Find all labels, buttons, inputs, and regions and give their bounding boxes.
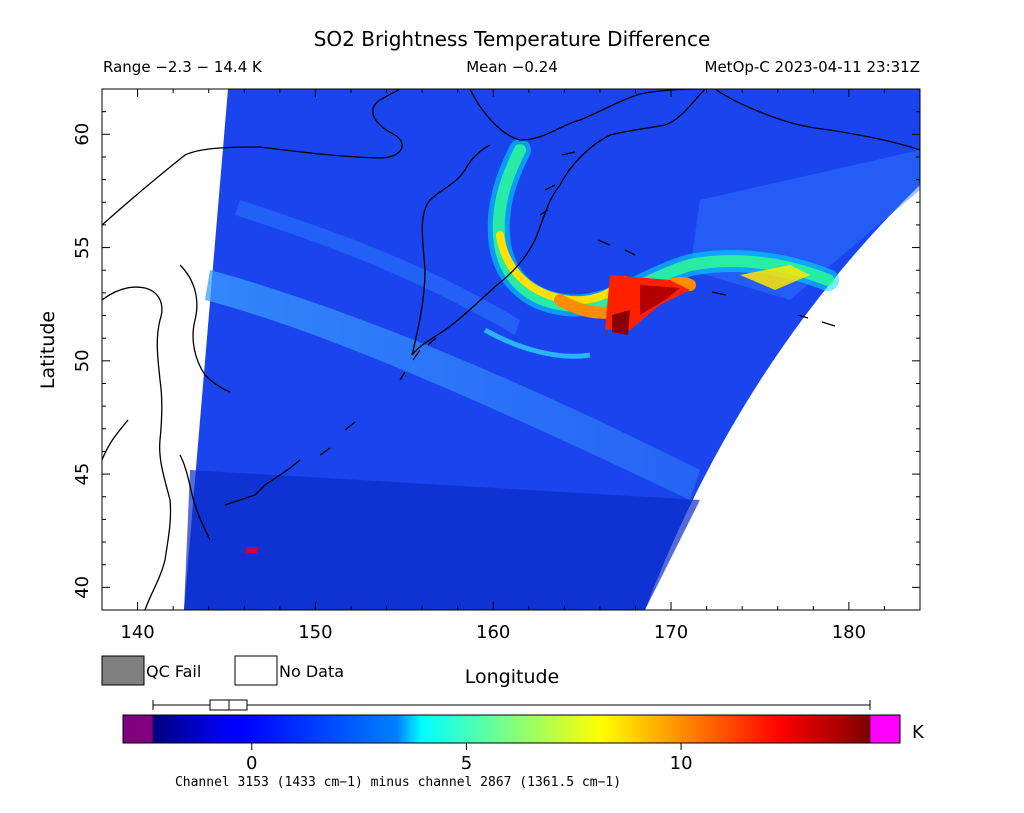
colorbar-caption: Channel 3153 (1433 cm−1) minus channel 2… bbox=[175, 775, 621, 790]
chart-title: SO2 Brightness Temperature Difference bbox=[314, 27, 711, 51]
map-plot-area bbox=[102, 89, 920, 610]
colorbar-under-swatch bbox=[122, 714, 154, 744]
range-text: Range −2.3 − 14.4 K bbox=[103, 58, 263, 76]
colorbar-ticks: 0 5 10 bbox=[246, 743, 693, 774]
x-tick-label: 140 bbox=[120, 622, 154, 643]
satellite-time-text: MetOp-C 2023-04-11 23:31Z bbox=[705, 58, 920, 76]
colorbar: 0 5 10 K Channel 3153 (1433 cm−1) minus ch… bbox=[122, 699, 925, 790]
satellite-swath bbox=[184, 89, 920, 610]
colorbar-unit: K bbox=[912, 722, 925, 743]
qc-fail-swatch bbox=[101, 655, 145, 686]
scan-band-light bbox=[205, 270, 700, 500]
plot-frame bbox=[101, 88, 921, 611]
x-tick-label: 170 bbox=[654, 622, 688, 643]
no-data-swatch bbox=[234, 655, 278, 686]
kuril-islands-north bbox=[399, 337, 437, 381]
y-tick-label: 45 bbox=[72, 463, 93, 486]
colorbar-gradient bbox=[153, 715, 870, 743]
coastline-kamchatka-west bbox=[411, 144, 491, 356]
aleutian-islands bbox=[597, 239, 836, 327]
y-axis-ticks: 40 45 50 55 60 bbox=[72, 111, 920, 599]
plume-east-yellow bbox=[740, 265, 810, 290]
coastline-magadan bbox=[469, 89, 701, 141]
coastline-chukotka bbox=[714, 89, 920, 151]
x-tick-label: 150 bbox=[298, 622, 332, 643]
coastline-hokkaido bbox=[102, 419, 211, 541]
plume-darkred bbox=[640, 285, 680, 315]
colorbar-over-swatch bbox=[869, 714, 901, 744]
plume-south-arc bbox=[483, 327, 591, 359]
kuril-islands bbox=[224, 421, 356, 506]
qc-fail-label: QC Fail bbox=[146, 662, 201, 681]
colorbar-tick-label: 10 bbox=[670, 753, 693, 774]
x-axis-ticks: 140 150 160 170 180 bbox=[120, 89, 885, 643]
isolated-pixel bbox=[246, 547, 258, 553]
x-tick-label: 160 bbox=[476, 622, 510, 643]
colorbar-frame bbox=[122, 714, 901, 744]
coastlines bbox=[102, 89, 920, 610]
legend: QC Fail No Data bbox=[101, 655, 344, 686]
y-axis-label: Latitude bbox=[37, 311, 59, 389]
y-tick-label: 40 bbox=[72, 576, 93, 599]
x-axis-label: Longitude bbox=[465, 666, 560, 688]
coastline-sakhalin-west bbox=[102, 286, 172, 610]
y-tick-label: 55 bbox=[72, 236, 93, 259]
y-tick-label: 60 bbox=[72, 123, 93, 146]
plume-darkest bbox=[612, 310, 630, 335]
colorbar-tick-label: 0 bbox=[246, 753, 257, 774]
so2-plume bbox=[483, 139, 839, 359]
coastline-sakhalin-east bbox=[179, 264, 231, 393]
coastline-small-islands bbox=[539, 151, 576, 216]
scan-band-secondary bbox=[235, 200, 520, 335]
swath-dark-region bbox=[184, 470, 700, 610]
no-data-label: No Data bbox=[279, 662, 344, 681]
coastline-kamchatka-east bbox=[411, 89, 706, 356]
mean-text: Mean −0.24 bbox=[466, 58, 558, 76]
colorbar-tick-label: 5 bbox=[461, 753, 472, 774]
x-tick-label: 180 bbox=[832, 622, 866, 643]
y-tick-label: 50 bbox=[72, 349, 93, 372]
coastline-okhotsk-north bbox=[102, 89, 403, 226]
